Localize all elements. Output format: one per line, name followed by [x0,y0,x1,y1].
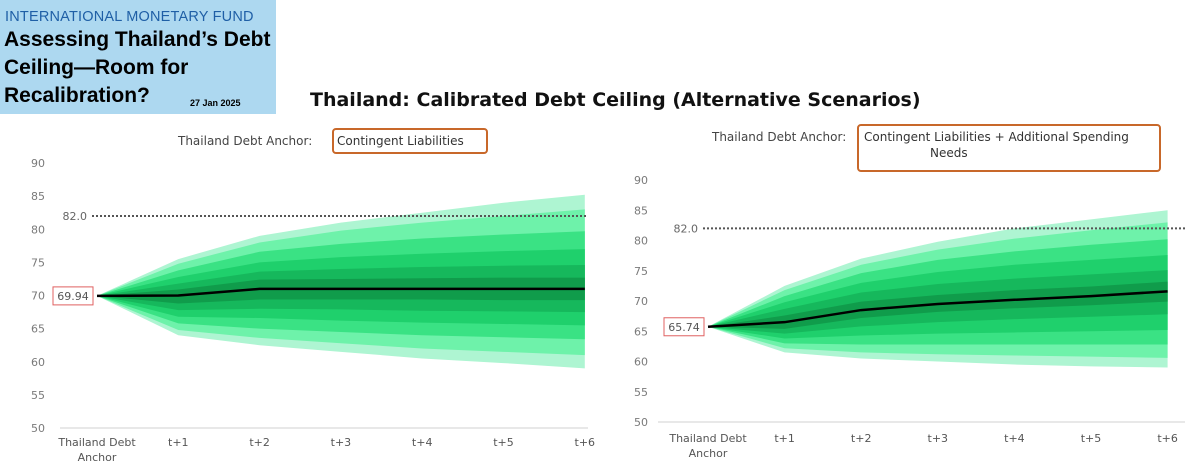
x-tick-label: t+5 [493,436,514,449]
anchor-value-label: 69.94 [57,290,89,303]
y-tick-label: 60 [31,356,45,369]
x-tick-label: t+6 [1157,432,1178,445]
chart-title-scenario: Contingent Liabilities + Additional Spen… [864,130,1129,160]
imf-header-banner: INTERNATIONAL MONETARY FUND Assessing Th… [0,0,276,114]
y-tick-label: 70 [31,290,45,303]
y-tick-label: 65 [634,325,648,338]
x-tick-label: t+3 [331,436,352,449]
fan-band-6 [97,277,585,304]
anchor-value-label: 65.74 [668,321,700,334]
y-tick-label: 75 [634,265,648,278]
y-tick-label: 50 [31,422,45,435]
x-tick-label: t+3 [928,432,949,445]
x-tick-label: t+4 [412,436,433,449]
x-tick-label: Thailand Debt Anchor [57,436,136,464]
article-title: Assessing Thailand’s Debt Ceiling—Room f… [4,28,271,107]
scenario-highlight-box [857,124,1161,172]
main-chart-title: Thailand: Calibrated Debt Ceiling (Alter… [310,89,921,111]
x-tick-label: t+2 [851,432,872,445]
x-tick-label: t+1 [168,436,189,449]
x-tick-label: t+6 [575,436,596,449]
anchor-value-box [52,286,94,306]
debt-ceiling-label: 82.0 [63,210,88,223]
debt-ceiling-label: 82.0 [674,222,699,235]
scenario-highlight-box [332,128,488,154]
y-tick-label: 85 [31,190,45,203]
article-date: 27 Jan 2025 [190,98,241,108]
y-tick-label: 75 [31,256,45,269]
y-tick-label: 60 [634,356,648,369]
x-tick-label: t+5 [1081,432,1102,445]
y-tick-label: 90 [634,174,648,187]
x-tick-label: t+2 [249,436,270,449]
y-tick-label: 85 [634,204,648,217]
median-line [707,290,1168,329]
x-tick-label: Thailand Debt Anchor [668,432,747,460]
chart-title-prefix: Thailand Debt Anchor: [711,130,846,144]
chart-right: 50 55 60 65 70 75 80 85 90 82.0 65.74 Thailand Debt… [634,124,1185,460]
chart-title-scenario: Contingent Liabilities [337,134,464,148]
y-tick-label: 55 [634,386,648,399]
median-line [96,287,585,298]
y-tick-label: 55 [31,389,45,402]
y-tick-label: 65 [31,323,45,336]
x-tick-label: t+4 [1004,432,1025,445]
chart-title-prefix: Thailand Debt Anchor: [177,134,312,148]
y-tick-label: 80 [31,223,45,236]
anchor-value-box [663,317,705,337]
imf-org-name: INTERNATIONAL MONETARY FUND [5,9,254,25]
y-tick-label: 50 [634,416,648,429]
chart-left: 50 55 60 65 70 75 80 85 90 82.0 69.94 Thailand Debt… [31,128,596,464]
x-tick-label: t+1 [774,432,795,445]
y-tick-label: 90 [31,157,45,170]
y-tick-label: 70 [634,295,648,308]
y-tick-label: 80 [634,235,648,248]
